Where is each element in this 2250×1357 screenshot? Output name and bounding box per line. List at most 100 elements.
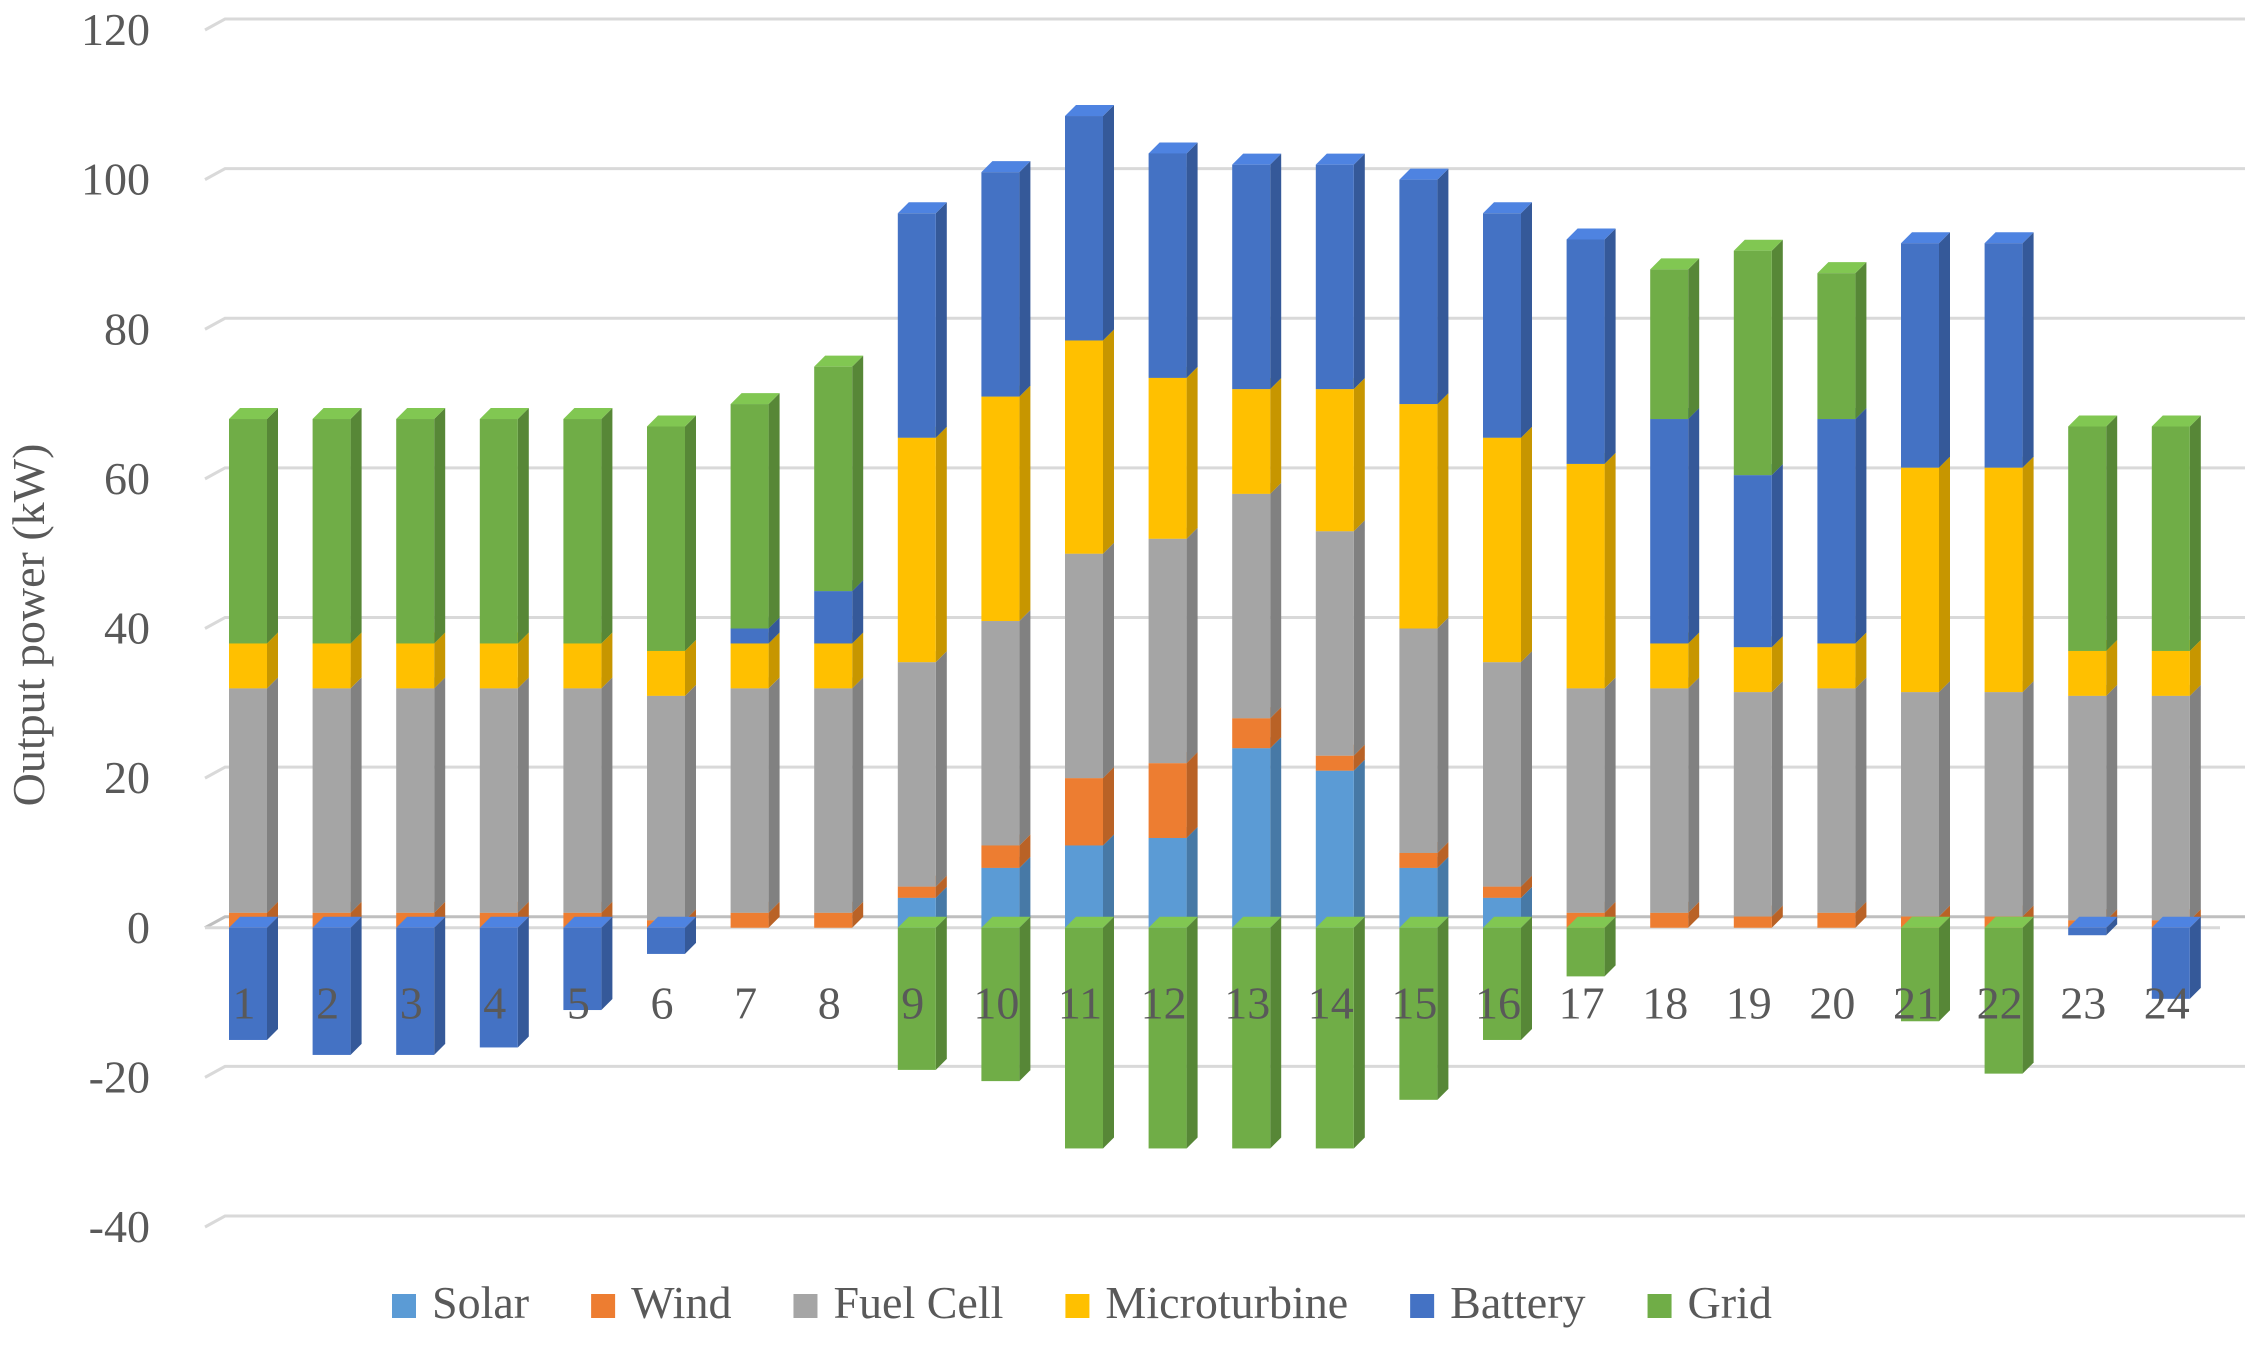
bar-segment-fuel-cell (1399, 628, 1438, 853)
bar-side (768, 617, 780, 644)
x-tick-label: 19 (1726, 978, 1772, 1029)
bar-top (1650, 258, 1700, 270)
bar-segment-battery (2151, 927, 2190, 999)
bar-segment-microturbine (2068, 650, 2107, 696)
bar-segment-microturbine (312, 643, 351, 689)
bar-side (1353, 744, 1365, 771)
bar-side (852, 901, 864, 928)
bar-side (1604, 452, 1616, 689)
bar-side (2189, 639, 2201, 696)
bar-top (897, 916, 947, 928)
bar-stack-9 (897, 202, 947, 1070)
gridlines (204, 17, 2245, 1229)
bar-side (1604, 677, 1616, 913)
bar-side (935, 426, 947, 663)
legend-label: Microturbine (1105, 1277, 1348, 1328)
bar-top (1984, 232, 2034, 244)
bar-top (647, 415, 696, 427)
bar-stack-22 (1984, 232, 2034, 1074)
bar-side (350, 408, 362, 644)
bar-segment-battery (229, 927, 267, 1040)
bar-segment-microturbine (814, 643, 853, 689)
bar-stack-3 (396, 408, 446, 1055)
gridline (204, 167, 2245, 181)
gridline (204, 1214, 2245, 1229)
bar-side (1437, 841, 1449, 868)
bar-side (852, 355, 864, 592)
bar-stack-8 (814, 355, 864, 928)
bar-segment-battery (1399, 179, 1438, 405)
bar-top (1984, 916, 2034, 928)
bars (229, 105, 2201, 1149)
x-tick-label: 4 (483, 978, 506, 1029)
bar-side (935, 202, 947, 438)
bar-side (350, 916, 362, 1055)
y-tick-label: 120 (81, 4, 150, 55)
bar-segment-fuel-cell (1566, 688, 1605, 913)
bar-side (1521, 202, 1532, 438)
bar-segment-microturbine (396, 643, 435, 689)
bar-stack-18 (1650, 258, 1700, 928)
bar-side (2189, 415, 2201, 651)
bar-segment-fuel-cell (1065, 553, 1103, 779)
bar-side (935, 875, 947, 898)
bar-side (1270, 707, 1282, 749)
x-tick-label: 22 (1977, 978, 2023, 1029)
bar-segment-fuel-cell (396, 688, 435, 913)
bar-side (1103, 105, 1114, 341)
bar-top (814, 355, 864, 367)
bar-segment-fuel-cell (897, 662, 936, 887)
bar-side (1521, 651, 1532, 887)
x-tick-label: 12 (1141, 978, 1187, 1029)
bar-side (1939, 681, 1950, 917)
legend-label: Grid (1688, 1277, 1772, 1328)
bar-segment-microturbine (1315, 389, 1354, 532)
bar-side (1604, 916, 1616, 977)
x-tick-label: 11 (1058, 978, 1102, 1029)
bar-top (1232, 916, 1282, 928)
bar-side (768, 632, 780, 689)
bar-segment-fuel-cell (647, 695, 685, 921)
bar-stack-15 (1399, 168, 1449, 1100)
bar-stack-2 (312, 408, 362, 1055)
x-tick-label: 16 (1475, 978, 1521, 1029)
bar-segment-microturbine (563, 643, 602, 689)
bar-segment-fuel-cell (479, 688, 518, 913)
bar-segment-microturbine (1650, 643, 1689, 689)
bar-segment-fuel-cell (563, 688, 602, 913)
bar-side (1186, 527, 1198, 764)
bar-top (396, 916, 446, 928)
bar-side (350, 677, 362, 913)
x-tick-label: 5 (567, 978, 590, 1029)
bar-side (601, 677, 613, 913)
bar-side (434, 916, 446, 1055)
bar-segment-fuel-cell (981, 621, 1020, 846)
bar-segment-solar (1315, 770, 1354, 928)
bar-segment-wind (897, 886, 936, 898)
bar-stack-20 (1817, 262, 1867, 928)
bar-segment-microturbine (1566, 463, 1605, 689)
bar-segment-grid (396, 419, 435, 644)
bar-segment-fuel-cell (2068, 695, 2107, 921)
bar-side (267, 677, 278, 913)
legend-item-wind: Wind (591, 1277, 731, 1328)
bar-segment-wind (981, 845, 1020, 868)
bar-segment-battery (730, 628, 769, 644)
x-tick-label: 15 (1391, 978, 1437, 1029)
x-tick-label: 10 (973, 978, 1019, 1029)
bar-segment-wind (1399, 852, 1438, 868)
x-tick-label: 23 (2060, 978, 2106, 1029)
bar-side (1939, 456, 1950, 693)
bar-stack-13 (1232, 153, 1282, 1149)
bar-side (1019, 856, 1031, 928)
bar-side (601, 916, 613, 1011)
legend-item-solar: Solar (392, 1277, 529, 1328)
bar-segment-solar (1148, 837, 1187, 928)
bar-top (312, 916, 362, 928)
bar-side (1270, 737, 1282, 928)
bar-segment-grid (981, 927, 1020, 1082)
bar-side (1353, 153, 1365, 390)
bar-top (1483, 916, 1532, 928)
bar-segment-battery (1901, 243, 1939, 468)
